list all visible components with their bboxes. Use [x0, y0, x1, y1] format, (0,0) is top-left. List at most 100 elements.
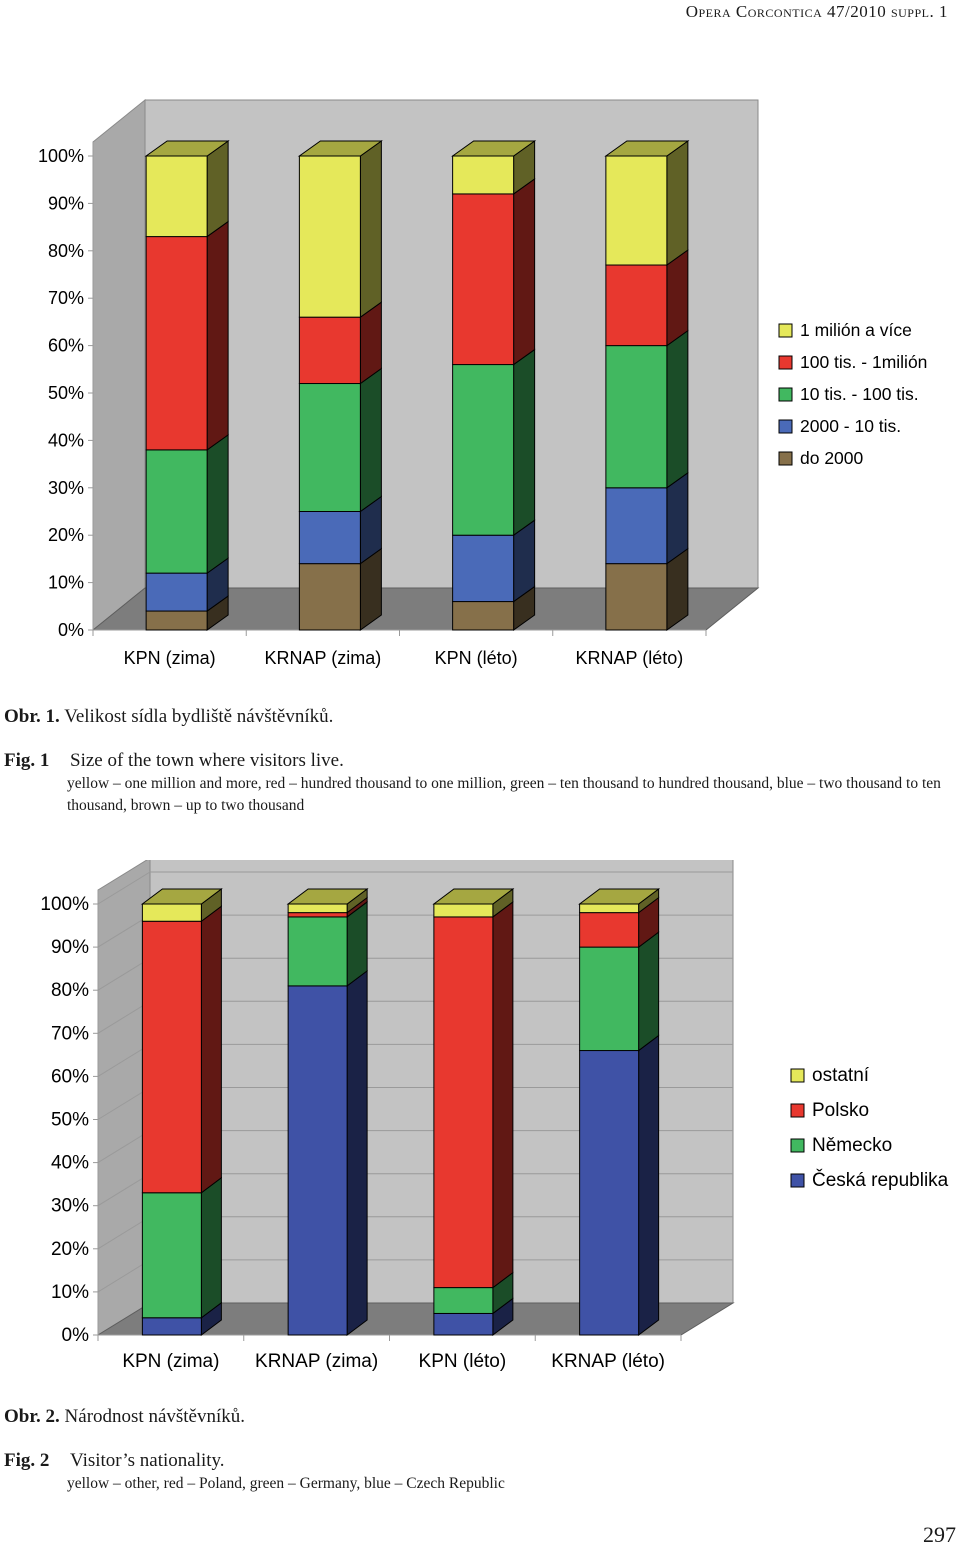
bar-kpn-zima-100-tis-1milion-side: [206, 220, 229, 451]
figure-1-chart: 0% 10% 20% 30% 40% 50% 60% 70% 80% 90% 100% KPN (zi…: [38, 98, 927, 668]
bar-krnap-leto-ceska-republika: [579, 1050, 640, 1336]
bar-krnap-leto-top: [604, 140, 690, 157]
figure-2-caption-en: Fig. 2 Visitor’s nationality.: [4, 1450, 225, 1472]
y-tick-label: 30%: [51, 1196, 89, 1217]
figure-2-title-cz: Národnost návštěvníků.: [64, 1406, 246, 1427]
figure-1-caption-en: Fig. 1 Size of the town where visitors li…: [4, 750, 344, 772]
bar-kpn-leto-top: [451, 140, 537, 157]
legend-label-do-2000: do 2000: [800, 448, 864, 468]
bar-kpn-leto-nemecko: [433, 1287, 494, 1314]
bar-kpn-zima-nemecko-side: [200, 1176, 222, 1319]
y-tick-label: 100%: [38, 146, 84, 166]
x-category-label: KPN (zima): [122, 1351, 219, 1372]
bar-kpn-leto-10-tis-100-tis: [452, 364, 515, 536]
x-category-label: KRNAP (léto): [551, 1351, 665, 1372]
y-tick-label: 70%: [51, 1023, 89, 1044]
legend-swatch-do-2000: [778, 451, 793, 466]
legend-label-ceska-republika: Česká republika: [812, 1169, 949, 1191]
y-tick-label: 20%: [51, 1239, 89, 1260]
bar-kpn-zima-100-tis-1milion: [145, 236, 208, 451]
bar-kpn-zima-top: [144, 140, 230, 157]
bar-krnap-leto-2000-10-tis: [605, 487, 668, 565]
bar-krnap-leto-nemecko: [579, 946, 640, 1052]
legend-label-polsko: Polsko: [812, 1100, 869, 1121]
running-head: Opera Corcontica 47/2010 suppl. 1: [685, 2, 948, 21]
figure-2-caption-cz: Obr. 2. Národnost návštěvníků.: [4, 1406, 245, 1428]
bar-krnap-leto-ostatni: [579, 903, 640, 914]
y-tick-label: 50%: [48, 383, 84, 403]
bar-kpn-leto-10-tis-100-tis-side: [513, 348, 536, 537]
bar-krnap-zima-ceska-republika-side: [346, 969, 368, 1336]
bar-krnap-leto-10-tis-100-tis: [605, 345, 668, 489]
figure-2-label-cz: Obr. 2.: [4, 1406, 60, 1427]
y-tick-label: 60%: [51, 1066, 89, 1087]
bar-kpn-leto-polsko-side: [492, 900, 514, 1289]
bar-kpn-leto-100-tis-1milion: [452, 193, 515, 366]
y-tick-label: 80%: [51, 980, 89, 1001]
bar-krnap-leto-do-2000: [605, 563, 668, 631]
y-tick-label: 20%: [48, 525, 84, 545]
bar-kpn-leto-top: [432, 888, 515, 905]
y-tick-label: 90%: [48, 193, 84, 213]
bar-kpn-leto-1-milion-a-vice: [452, 155, 515, 195]
legend-label-ostatni: ostatní: [812, 1065, 870, 1086]
bar-krnap-zima-do-2000: [298, 563, 361, 631]
gridline: [97, 871, 733, 905]
legend-swatch-100-tis-1milion: [778, 355, 793, 370]
bar-kpn-zima-2000-10-tis: [145, 572, 208, 612]
bar-krnap-leto-2000-10-tis-side: [666, 471, 689, 565]
legend-swatch-1-milion-a-vice: [778, 323, 793, 338]
y-tick-label: 50%: [51, 1110, 89, 1131]
bar-krnap-zima-polsko: [287, 912, 348, 918]
bar-krnap-zima-top: [286, 888, 369, 905]
y-tick-label: 90%: [51, 937, 89, 958]
y-tick-label: 0%: [58, 620, 84, 640]
legend-swatch-2000-10-tis: [778, 419, 793, 434]
bar-krnap-zima-ostatni: [287, 903, 348, 914]
bar-kpn-zima-polsko: [141, 920, 202, 1194]
y-tick-label: 30%: [48, 478, 84, 498]
bar-kpn-zima-10-tis-100-tis-side: [206, 433, 229, 575]
bar-kpn-zima-1-milion-a-vice: [145, 155, 208, 238]
y-tick-label: 40%: [48, 430, 84, 450]
y-tick-label: 10%: [51, 1282, 89, 1303]
figure-1-label-cz: Obr. 1.: [4, 706, 60, 727]
x-category-label: KPN (léto): [419, 1351, 507, 1372]
figure-2-chart: 0% 10% 20% 30% 40% 50% 60% 70% 80% 90% 100% KPN (zi…: [40, 860, 949, 1372]
bar-kpn-zima-ceska-republika: [141, 1317, 202, 1336]
legend-swatch-ceska-republika: [790, 1173, 805, 1188]
bar-krnap-zima-2000-10-tis: [298, 511, 361, 565]
y-tick-label: 70%: [48, 288, 84, 308]
x-category-label: KPN (léto): [435, 648, 518, 668]
figure-2-color-note: yellow – other, red – Poland, green – Ge…: [67, 1475, 505, 1492]
x-category-label: KRNAP (léto): [576, 648, 684, 668]
bar-kpn-zima-polsko-side: [200, 905, 222, 1194]
bar-kpn-zima-10-tis-100-tis: [145, 449, 208, 574]
figure-2-label-en: Fig. 2: [4, 1450, 50, 1471]
bar-krnap-zima-top: [297, 140, 383, 157]
bar-krnap-zima-1-milion-a-vice-side: [359, 140, 382, 319]
bar-kpn-leto-do-2000: [452, 601, 515, 631]
legend-swatch-10-tis-100-tis: [778, 387, 793, 402]
figure-1-title-cz: Velikost sídla bydliště návštěvníků.: [64, 706, 334, 727]
figure-1-title-en: Size of the town where visitors live.: [70, 750, 344, 771]
bar-kpn-leto-ceska-republika: [433, 1312, 494, 1336]
bar-krnap-zima-ceska-republika: [287, 985, 348, 1336]
y-tick-label: 10%: [48, 573, 84, 593]
figure-2-title-en: Visitor’s nationality.: [70, 1450, 225, 1471]
bar-krnap-leto-nemecko-side: [638, 931, 660, 1052]
bar-kpn-zima-top: [140, 888, 223, 905]
legend-swatch-ostatni: [790, 1068, 805, 1083]
y-tick-label: 100%: [40, 894, 89, 915]
x-category-label: KRNAP (zima): [255, 1351, 378, 1372]
x-category-label: KRNAP (zima): [265, 648, 382, 668]
bar-krnap-zima-nemecko: [287, 916, 348, 987]
legend-swatch-polsko: [790, 1103, 805, 1118]
figure-1-label-en: Fig. 1: [4, 750, 50, 771]
chart-side-wall: [92, 98, 146, 632]
bar-krnap-zima-100-tis-1milion: [298, 316, 361, 385]
bar-kpn-zima-nemecko: [141, 1192, 202, 1319]
legend-label-nemecko: Německo: [812, 1135, 892, 1156]
y-tick-label: 0%: [62, 1325, 90, 1346]
figure-1-color-note: yellow – one million and more, red – hun…: [67, 775, 941, 814]
